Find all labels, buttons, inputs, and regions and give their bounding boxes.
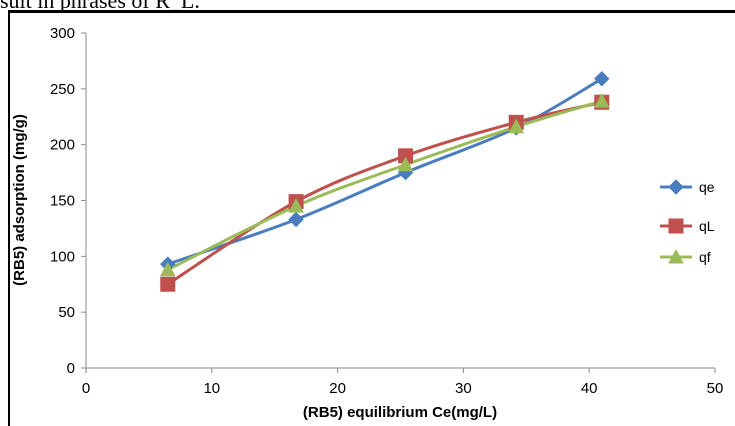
y-tick-label: 50 bbox=[58, 304, 75, 321]
data-point-qe-2 bbox=[288, 211, 304, 228]
series-line-qL bbox=[166, 100, 604, 286]
data-point-qf-3 bbox=[397, 156, 414, 172]
y-tick-label: 300 bbox=[50, 25, 75, 42]
chart-frame bbox=[8, 10, 735, 426]
x-tick-label: 0 bbox=[82, 380, 90, 397]
x-tick-label: 20 bbox=[329, 380, 346, 397]
data-point-qf-5 bbox=[593, 93, 610, 108]
y-tick-label: 100 bbox=[50, 248, 75, 265]
data-point-qe-5 bbox=[594, 71, 610, 87]
clipped-text-main: sult in phrases of R_L. bbox=[0, 0, 200, 13]
legend-marker-qe bbox=[668, 179, 684, 195]
y-tick-label: 0 bbox=[67, 360, 75, 377]
legend: qe qL qf bbox=[660, 179, 715, 265]
x-tick-label: 50 bbox=[707, 380, 724, 397]
legend-label-qe: qe bbox=[699, 179, 715, 195]
y-tick-label: 200 bbox=[50, 137, 75, 154]
legend-marker-qL bbox=[668, 218, 684, 234]
y-axis-title: (RB5) adsorption (mg/g) bbox=[11, 114, 28, 286]
x-tick-label: 40 bbox=[581, 380, 598, 397]
data-point-qf-1 bbox=[159, 261, 176, 277]
y-tick-label: 250 bbox=[50, 81, 75, 98]
clipped-paragraph-text: sult in phrases of R_L. bbox=[0, 0, 200, 12]
data-point-qf-2 bbox=[288, 198, 304, 213]
series-line-qf bbox=[166, 99, 604, 272]
x-tick-label: 10 bbox=[203, 380, 220, 397]
x-axis-title: (RB5) equilibrium Ce(mg/L) bbox=[303, 404, 497, 421]
series-lines-group bbox=[166, 77, 604, 286]
axes-group: 0 50 100 150 200 250 300 0 10 20 30 40 50 bbox=[50, 25, 723, 397]
x-tick-label: 30 bbox=[455, 380, 472, 397]
data-point-qL-1 bbox=[160, 276, 176, 292]
legend-label-qL: qL bbox=[699, 218, 715, 234]
y-tick-label: 150 bbox=[50, 193, 75, 210]
data-point-qf-4 bbox=[508, 118, 525, 134]
series-markers-group bbox=[159, 71, 610, 292]
legend-label-qf: qf bbox=[699, 249, 711, 265]
legend-marker-qf bbox=[668, 248, 684, 264]
